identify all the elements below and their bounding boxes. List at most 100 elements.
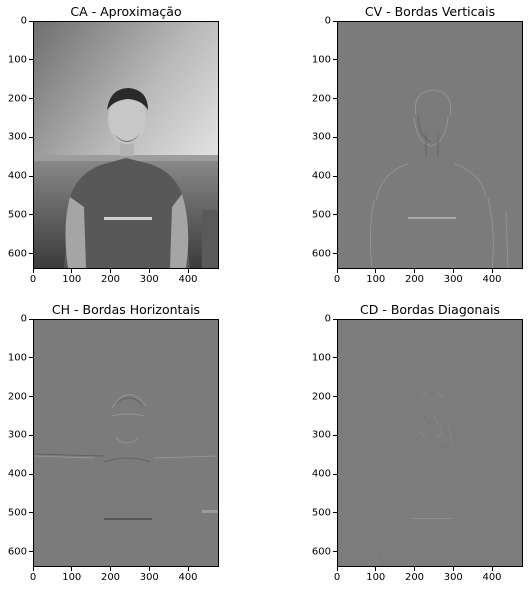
y-tick-mark (29, 59, 33, 61)
x-tick-mark (187, 269, 189, 273)
y-tick-mark (29, 175, 33, 177)
y-tick-mark (29, 318, 33, 320)
panel-title-cv: CV - Bordas Verticais (364, 4, 496, 19)
y-tick-label: 200 (311, 391, 331, 402)
x-tick-label: 0 (29, 274, 37, 285)
y-tick-mark (333, 357, 337, 359)
y-tick-label: 100 (7, 352, 27, 364)
x-tick-mark (71, 567, 73, 571)
x-tick-mark (336, 567, 338, 571)
x-tick-label: 300 (139, 572, 159, 583)
x-tick-label: 300 (139, 274, 159, 285)
y-tick-mark (29, 98, 33, 99)
y-tick-mark (333, 59, 337, 61)
y-tick-mark (333, 175, 337, 177)
x-tick-mark (375, 269, 377, 273)
x-tick-mark (452, 567, 454, 571)
x-tick-mark (414, 567, 415, 571)
y-tick-mark (29, 253, 33, 254)
y-tick-label: 100 (311, 54, 331, 66)
x-tick-label: 300 (443, 572, 463, 583)
x-tick-label: 0 (333, 274, 341, 285)
x-tick-mark (491, 269, 493, 273)
x-tick-label: 200 (100, 274, 121, 285)
y-tick-label: 400 (7, 170, 27, 182)
y-tick-label: 300 (7, 131, 27, 143)
y-tick-label: 0 (20, 15, 27, 27)
y-tick-mark (333, 473, 337, 475)
x-tick-label: 400 (482, 572, 502, 583)
x-tick-mark (452, 269, 454, 273)
y-tick-label: 400 (311, 170, 331, 182)
y-tick-label: 600 (7, 248, 27, 259)
y-tick-label: 0 (324, 313, 331, 325)
x-tick-mark (110, 567, 111, 571)
x-tick-label: 200 (404, 572, 425, 583)
y-tick-mark (333, 98, 337, 99)
x-tick-label: 300 (443, 274, 463, 285)
y-tick-label: 100 (311, 352, 331, 364)
y-tick-label: 500 (311, 209, 331, 221)
vertical-edges-image (338, 22, 522, 268)
x-tick-mark (491, 567, 493, 571)
x-tick-mark (148, 269, 150, 273)
approximation-image (34, 22, 218, 268)
x-tick-mark (110, 269, 111, 273)
y-tick-mark (29, 214, 33, 216)
y-tick-label: 200 (311, 93, 331, 104)
x-tick-label: 100 (366, 572, 386, 583)
x-tick-mark (32, 269, 34, 273)
y-tick-label: 100 (7, 54, 27, 66)
panel-title-ca: CA - Aproximação (70, 4, 182, 19)
y-tick-mark (29, 396, 33, 397)
x-tick-mark (336, 269, 338, 273)
image-ca-approximation (33, 21, 219, 269)
x-tick-mark (148, 567, 150, 571)
x-tick-mark (32, 567, 34, 571)
x-tick-label: 400 (482, 274, 502, 285)
x-tick-label: 100 (366, 274, 386, 285)
x-tick-mark (187, 567, 189, 571)
x-tick-label: 0 (333, 572, 341, 583)
x-tick-label: 100 (62, 572, 82, 583)
x-tick-label: 400 (178, 572, 198, 583)
y-tick-label: 600 (311, 248, 331, 259)
y-tick-mark (333, 396, 337, 397)
y-tick-mark (29, 136, 33, 138)
y-tick-label: 0 (324, 15, 331, 27)
x-tick-label: 200 (100, 572, 121, 583)
x-tick-mark (71, 269, 73, 273)
x-tick-label: 200 (404, 274, 425, 285)
y-tick-mark (333, 551, 337, 552)
x-tick-label: 100 (62, 274, 82, 285)
image-ch-horizontal-edges (33, 319, 219, 567)
y-tick-mark (29, 357, 33, 359)
y-tick-label: 400 (7, 468, 27, 480)
y-tick-label: 400 (311, 468, 331, 480)
panel-title-cd: CD - Bordas Diagonais (360, 302, 500, 317)
y-tick-label: 300 (311, 429, 331, 441)
image-cd-diagonal-edges (337, 319, 523, 567)
x-tick-mark (375, 567, 377, 571)
y-tick-label: 500 (7, 209, 27, 221)
x-tick-label: 0 (29, 572, 37, 583)
x-tick-label: 400 (178, 274, 198, 285)
y-tick-mark (29, 473, 33, 475)
y-tick-mark (333, 434, 337, 436)
y-tick-label: 300 (7, 429, 27, 441)
y-tick-mark (333, 136, 337, 138)
image-cv-vertical-edges (337, 21, 523, 269)
y-tick-label: 600 (7, 546, 27, 557)
y-tick-mark (333, 214, 337, 216)
y-tick-mark (29, 512, 33, 514)
y-tick-label: 500 (311, 507, 331, 519)
y-tick-mark (29, 434, 33, 436)
y-tick-mark (333, 20, 337, 22)
x-tick-mark (414, 269, 415, 273)
y-tick-label: 500 (7, 507, 27, 519)
y-tick-label: 600 (311, 546, 331, 557)
y-tick-mark (333, 318, 337, 320)
y-tick-label: 200 (7, 391, 27, 402)
panel-title-ch: CH - Bordas Horizontais (51, 302, 201, 317)
y-tick-label: 0 (20, 313, 27, 325)
